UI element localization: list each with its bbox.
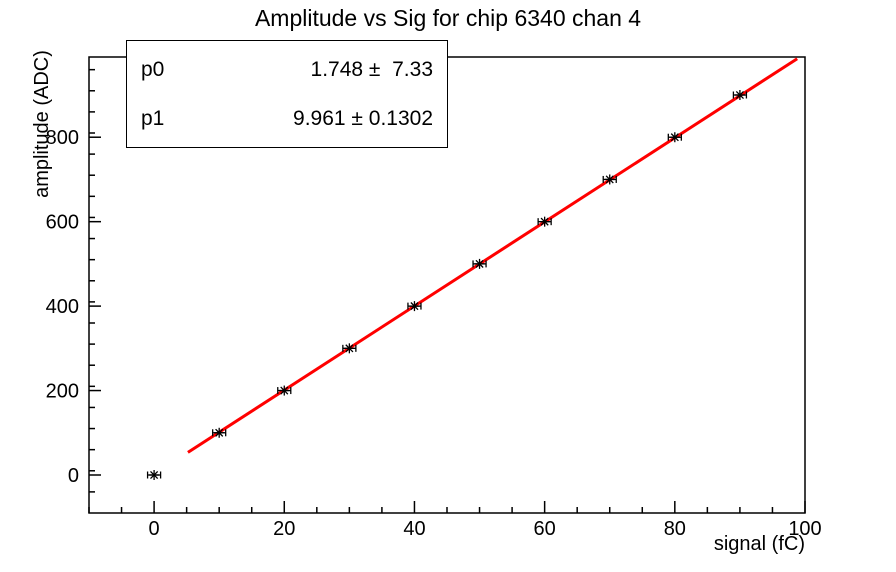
data-point-marker	[472, 258, 487, 269]
data-point-marker	[407, 301, 422, 312]
y-axis-title: amplitude (ADC)	[31, 50, 53, 198]
stats-row-p0: p0 1.748 ± 7.33	[141, 58, 433, 82]
data-point-marker	[732, 90, 748, 100]
svg-text:40: 40	[403, 518, 425, 540]
y-axis-major-ticks	[89, 136, 101, 476]
svg-text:800: 800	[46, 127, 79, 149]
stats-p1-value: 9.961 ± 0.1302	[293, 106, 433, 130]
stats-p0-value: 1.748 ± 7.33	[310, 57, 433, 81]
data-point-marker	[342, 343, 357, 354]
svg-text:400: 400	[46, 296, 79, 318]
svg-text:60: 60	[534, 518, 556, 540]
svg-text:0: 0	[68, 465, 79, 487]
svg-text:200: 200	[46, 381, 79, 403]
fit-line	[187, 57, 799, 454]
svg-text:80: 80	[664, 518, 686, 540]
x-axis-title: signal (fC)	[713, 533, 805, 555]
y-axis-tick-labels: 0 200 400 600 800	[46, 127, 79, 487]
stats-row-p1: p1 9.961 ± 0.1302	[141, 107, 433, 131]
stats-p1-label: p1	[141, 106, 165, 130]
chart-title: Amplitude vs Sig for chip 6340 chan 4	[254, 5, 642, 31]
data-point-marker	[602, 174, 617, 185]
svg-text:20: 20	[273, 518, 295, 540]
fit-stats-box: p0 1.748 ± 7.33 p1 9.961 ± 0.1302	[126, 40, 448, 148]
data-point-marker	[277, 385, 292, 396]
svg-text:100: 100	[788, 518, 821, 540]
data-point-marker	[212, 427, 227, 438]
x-axis-major-ticks	[153, 501, 806, 513]
data-point-marker	[537, 216, 552, 227]
svg-text:600: 600	[46, 212, 79, 234]
stats-p0-label: p0	[141, 57, 165, 81]
data-points	[146, 90, 748, 480]
x-axis-minor-ticks	[88, 507, 774, 513]
y-axis-minor-ticks	[89, 68, 95, 493]
data-point-marker	[146, 470, 162, 480]
data-point-marker	[667, 132, 682, 143]
svg-text:0: 0	[149, 518, 160, 540]
x-axis-tick-labels: 0 20 40 60 80 100	[149, 518, 822, 540]
